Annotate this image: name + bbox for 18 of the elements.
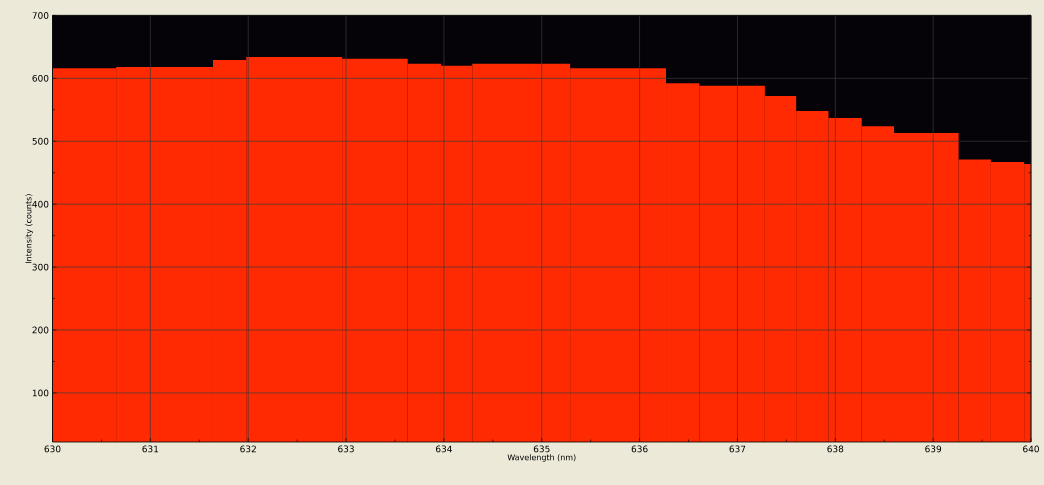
y-tick-label: 100 — [32, 389, 49, 397]
x-tick-label: 638 — [827, 445, 844, 453]
x-tick-label: 633 — [338, 445, 354, 453]
y-tick-label: 200 — [32, 326, 49, 334]
x-tick-label: 637 — [729, 445, 746, 453]
x-tick-label: 632 — [240, 445, 256, 453]
x-tick-label: 631 — [142, 445, 159, 453]
x-tick-label: 639 — [925, 445, 942, 453]
y-tick-label: 700 — [32, 12, 49, 19]
x-tick-label: 635 — [533, 445, 550, 453]
y-tick-label: 300 — [32, 263, 49, 271]
x-tick-label: 636 — [631, 445, 648, 453]
y-tick-label: 400 — [32, 200, 49, 208]
x-tick-label: 640 — [1023, 445, 1039, 453]
y-tick-label: 500 — [32, 137, 49, 145]
x-tick-label: 630 — [44, 445, 61, 453]
x-tick-label: 634 — [435, 445, 452, 453]
y-tick-label: 600 — [32, 74, 49, 82]
